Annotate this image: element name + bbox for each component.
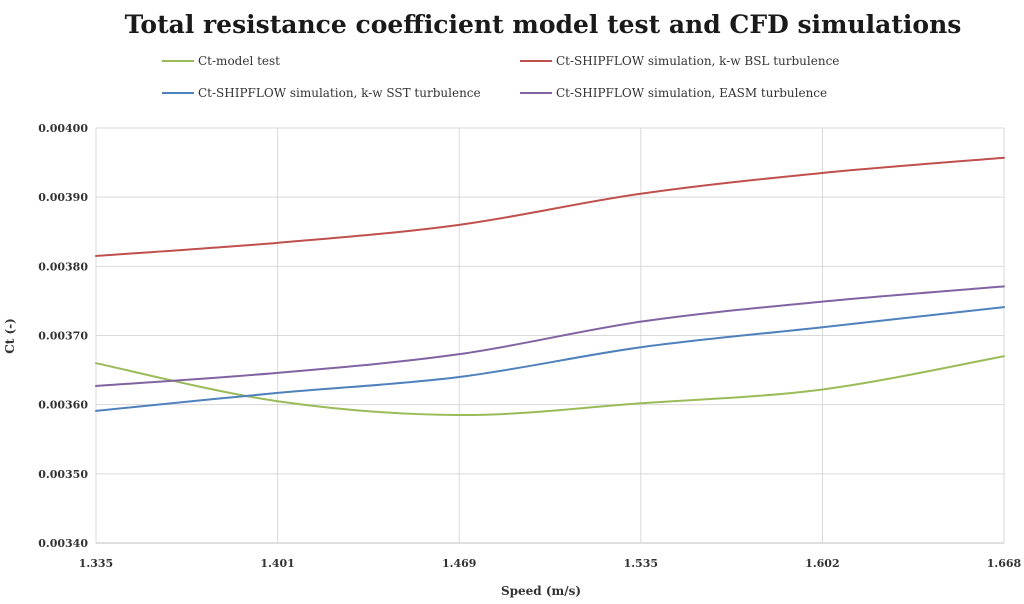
y-tick-label: 0.00340 (38, 537, 88, 550)
x-axis-ticks: 1.335 1.401 1.469 1.535 1.602 1.668 (79, 557, 1022, 570)
x-tick-label: 1.335 (79, 557, 113, 570)
legend-label: Ct-model test (198, 54, 280, 68)
y-tick-label: 0.00370 (38, 330, 88, 343)
legend-label: Ct-SHIPFLOW simulation, k-w BSL turbulen… (556, 54, 839, 68)
legend-label: Ct-SHIPFLOW simulation, EASM turbulence (556, 86, 827, 100)
x-tick-label: 1.602 (805, 557, 839, 570)
x-axis-label: Speed (m/s) (501, 584, 581, 598)
y-tick-label: 0.00400 (38, 122, 88, 135)
x-tick-label: 1.668 (987, 557, 1022, 570)
y-axis-label: Ct (-) (3, 318, 17, 354)
chart-title: Total resistance coefficient model test … (125, 10, 962, 39)
y-tick-label: 0.00360 (38, 399, 88, 412)
x-tick-label: 1.535 (624, 557, 658, 570)
series-line-1 (95, 156, 1005, 257)
legend-label: Ct-SHIPFLOW simulation, k-w SST turbulen… (198, 86, 481, 100)
legend: Ct-model test Ct-SHIPFLOW simulation, k-w… (162, 54, 839, 100)
x-tick-label: 1.469 (442, 557, 476, 570)
series-line-3 (95, 285, 1005, 387)
y-tick-label: 0.00350 (38, 468, 88, 481)
y-tick-label: 0.00380 (38, 260, 88, 273)
series-lines (95, 156, 1005, 417)
series-line-0 (95, 355, 1005, 417)
series-line-2 (95, 306, 1005, 412)
grid-lines (95, 127, 1005, 544)
x-tick-label: 1.401 (260, 557, 294, 570)
y-tick-label: 0.00390 (38, 191, 88, 204)
y-axis-ticks: 0.00340 0.00350 0.00360 0.00370 0.00380 0.003… (38, 122, 88, 550)
